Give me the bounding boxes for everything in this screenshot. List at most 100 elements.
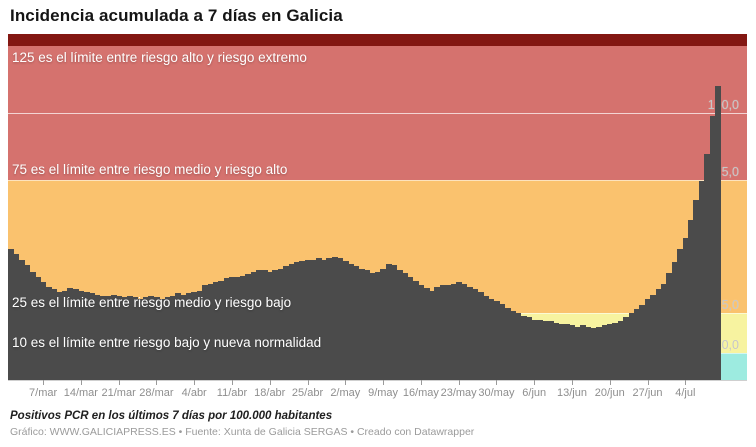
bar	[51, 289, 58, 380]
x-axis-tick	[609, 380, 611, 385]
bar	[418, 285, 425, 380]
bar	[563, 323, 570, 380]
bar	[67, 287, 74, 380]
bar	[401, 273, 408, 380]
bar	[391, 265, 398, 380]
bar	[628, 313, 635, 380]
x-axis-tick-label: 11/abr	[216, 387, 248, 399]
bar	[8, 249, 14, 380]
bar	[202, 285, 209, 380]
x-axis-tick	[647, 380, 649, 385]
bar	[240, 275, 247, 380]
bar	[164, 297, 171, 380]
bar	[267, 271, 274, 380]
bar	[671, 262, 678, 380]
x-axis-tick-label: 20/jun	[594, 387, 625, 399]
x-axis-tick	[496, 380, 498, 385]
bar	[580, 325, 587, 380]
bar	[515, 313, 522, 380]
bar	[504, 307, 511, 380]
bar	[369, 273, 376, 380]
bar	[142, 297, 149, 380]
bar	[186, 293, 193, 380]
bar	[115, 295, 122, 380]
bar	[526, 317, 533, 380]
x-axis-tick-label: 4/jul	[675, 387, 696, 399]
bar	[623, 317, 630, 380]
bar	[407, 277, 414, 380]
bar	[639, 305, 646, 380]
bar	[677, 249, 684, 380]
bar	[13, 254, 20, 380]
bar	[126, 295, 133, 380]
bar	[321, 259, 327, 380]
bar	[191, 291, 198, 380]
x-axis-tick-label: 13/jun	[556, 387, 587, 399]
bar	[61, 290, 68, 380]
bar	[385, 263, 392, 380]
bar	[590, 327, 597, 380]
bar	[358, 269, 365, 380]
bar	[509, 310, 516, 380]
bar	[688, 219, 694, 380]
risk-band	[8, 46, 747, 180]
x-axis-tick-label: 14/mar	[63, 387, 98, 399]
x-axis-tick-label: 16/may	[402, 387, 439, 399]
x-axis-tick	[269, 380, 271, 385]
bar	[25, 265, 31, 380]
bar	[488, 298, 495, 380]
x-axis-tick	[345, 380, 347, 385]
bar	[380, 269, 387, 380]
bar	[715, 86, 721, 380]
bar	[40, 282, 47, 380]
x-axis-tick	[383, 380, 385, 385]
x-axis-tick	[571, 380, 573, 385]
x-axis-tick	[118, 380, 120, 385]
bar	[423, 287, 430, 380]
bar	[94, 294, 101, 380]
bar	[547, 321, 554, 380]
bar	[709, 115, 716, 380]
bar	[159, 298, 166, 380]
x-axis-tick	[156, 380, 158, 385]
bar	[331, 257, 338, 380]
x-axis-tick	[458, 380, 460, 385]
x-axis-tick	[685, 380, 687, 385]
gridline	[8, 112, 747, 114]
bar	[88, 293, 95, 380]
bar	[364, 270, 371, 380]
bar	[56, 291, 63, 380]
bar	[310, 259, 317, 380]
bar	[213, 282, 220, 380]
bar	[472, 289, 479, 380]
x-axis-tick	[194, 380, 196, 385]
bar	[434, 286, 441, 380]
bar	[326, 258, 333, 380]
bar	[499, 303, 506, 380]
threshold-annotation: 25 es el límite entre riesgo medio y rie…	[12, 295, 292, 311]
bar	[83, 291, 90, 380]
bar	[644, 298, 651, 380]
x-axis-tick-label: 18/abr	[254, 387, 286, 399]
bar	[704, 154, 711, 380]
bar-series	[8, 34, 721, 380]
x-axis-tick-label: 2/may	[330, 387, 361, 399]
bar	[553, 322, 560, 380]
bar	[223, 278, 230, 380]
bar	[661, 283, 668, 380]
bar	[634, 309, 641, 380]
bar	[132, 297, 139, 380]
bar	[461, 283, 468, 380]
bar	[272, 270, 279, 380]
bar	[294, 262, 301, 380]
x-axis-tick	[231, 380, 233, 385]
bar	[693, 199, 700, 380]
bar	[18, 259, 25, 380]
plot-area: 100,0 75,0 25,0 10,0 125 es el límite entre…	[8, 34, 747, 380]
bar	[245, 274, 252, 380]
bar	[261, 270, 268, 380]
bar	[153, 297, 160, 380]
bar	[466, 286, 473, 380]
x-axis-tick-label: 7/mar	[29, 387, 58, 399]
bar	[72, 289, 79, 380]
